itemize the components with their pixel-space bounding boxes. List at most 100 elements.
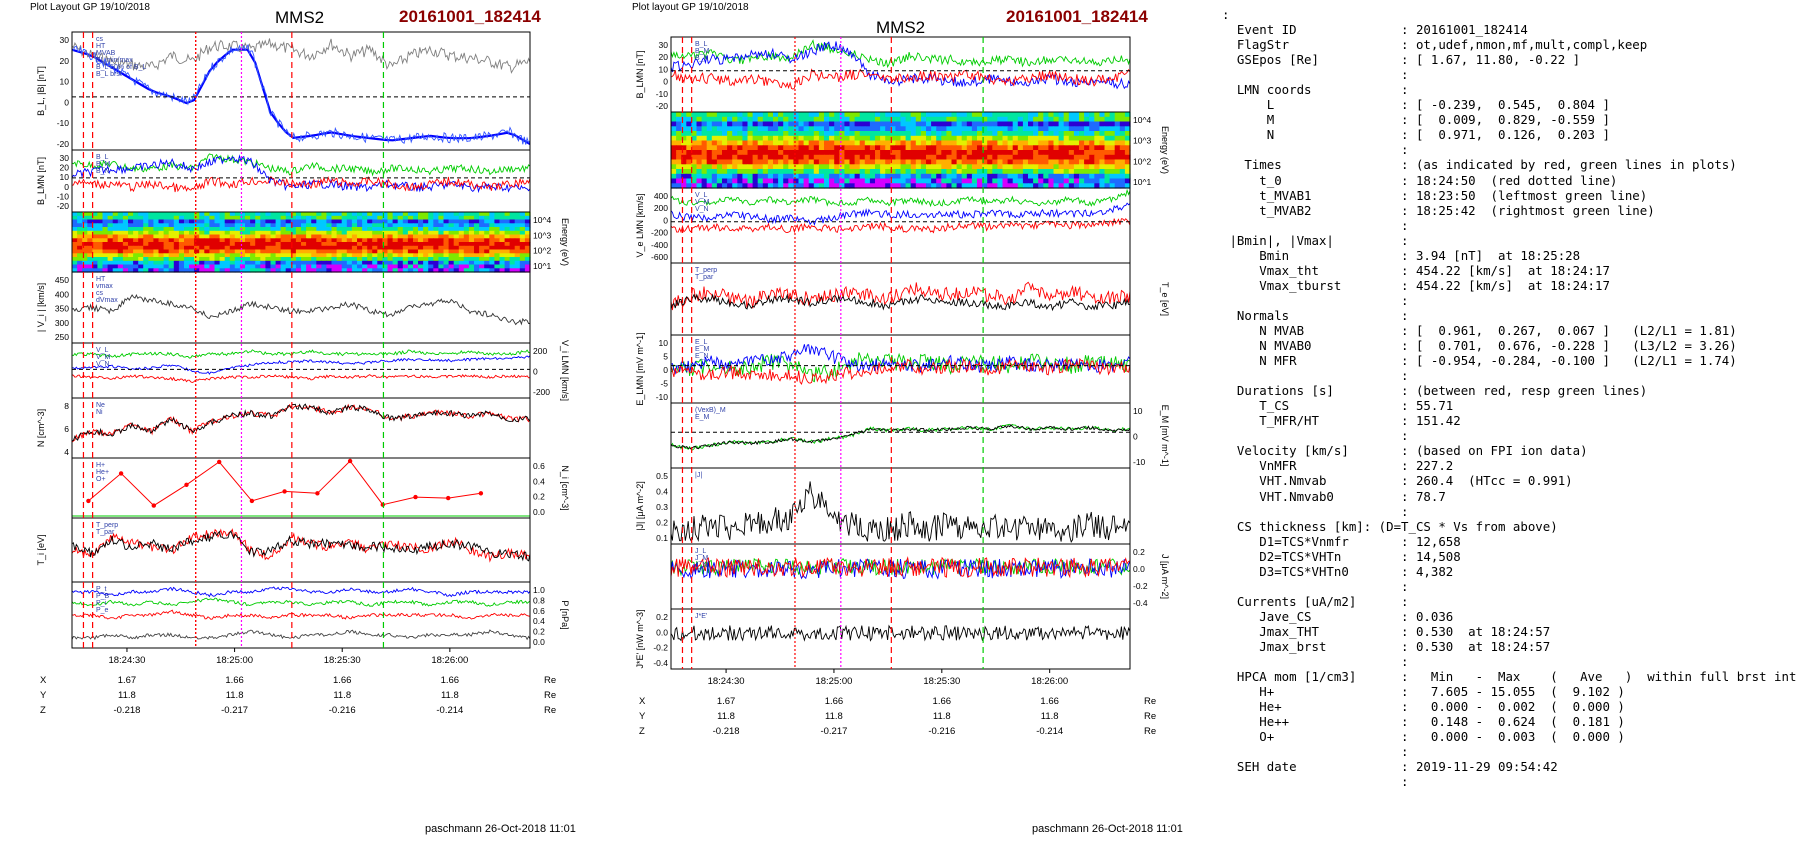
spectrogram-cell (997, 159, 1004, 165)
spectrogram-cell (895, 169, 902, 175)
spectrogram-cell (829, 135, 835, 142)
spectrogram-cell (275, 212, 282, 217)
spectrogram-cell (453, 230, 460, 236)
spectrogram-cell (778, 159, 784, 165)
spectrogram-cell (443, 257, 450, 262)
spectrogram-cell (1084, 169, 1090, 175)
spectrogram-cell (1084, 116, 1090, 123)
spectrogram-cell (275, 260, 282, 266)
spectrogram-cell (178, 249, 185, 254)
spectrogram-cell (234, 234, 241, 239)
spectrogram-cell (773, 135, 779, 142)
spectrogram-cell (1017, 145, 1024, 151)
spectrogram-cell (885, 116, 891, 123)
spectrogram-cell (1053, 131, 1060, 137)
trace-vlmn (71, 373, 531, 383)
spectrogram-cell (367, 249, 373, 254)
spectrogram-cell (199, 215, 205, 221)
spectrogram-cell (961, 150, 968, 156)
spectrogram-cell (946, 183, 953, 189)
coord-row-label: Z (639, 726, 645, 737)
spectrogram-cell (250, 249, 256, 254)
spectrogram-cell (1094, 178, 1100, 184)
spectrogram-cell (849, 159, 856, 165)
spectrogram-cell (747, 159, 754, 165)
spectrogram-cell (504, 242, 511, 247)
spectrogram-cell (936, 126, 942, 132)
spectrogram-cell (514, 242, 521, 247)
spectrogram-cell (992, 159, 998, 165)
spectrogram-cell (762, 150, 769, 156)
spectrogram-cell (1033, 154, 1039, 161)
spectrogram-cell (448, 234, 455, 239)
spectrogram-cell (499, 230, 506, 236)
spectrogram-cell (321, 245, 328, 251)
spectrogram-cell (362, 234, 368, 239)
spectrogram-cell (1017, 154, 1024, 161)
spectrogram-cell (341, 230, 348, 236)
spectrogram-cell (880, 178, 886, 184)
spectrogram-cell (509, 227, 516, 232)
spectrogram-cell (778, 173, 784, 180)
spectrogram-cell (931, 145, 937, 151)
spectrogram-cell (1119, 159, 1126, 165)
spectrogram-cell (499, 227, 506, 232)
spectrogram-cell (107, 264, 114, 269)
spectrogram-cell (392, 234, 399, 239)
spectrogram-cell (128, 260, 134, 266)
spectrogram-cell (117, 230, 124, 236)
spectrogram-cell (184, 245, 190, 251)
spectrogram-cell (875, 164, 881, 170)
spectrogram-cell (752, 121, 759, 127)
spectrogram-cell (158, 219, 165, 224)
spectrogram-cell (722, 145, 728, 151)
spectrogram-cell (265, 219, 272, 224)
spectrogram-cell (301, 223, 307, 228)
spectrogram-cell (474, 230, 480, 236)
spectrogram-cell (880, 140, 886, 146)
spectrogram-cell (448, 268, 455, 273)
spectrogram-cell (844, 131, 851, 137)
spectrogram-cell (301, 245, 307, 251)
spectrogram-cell (854, 131, 861, 137)
spectrogram-cell (387, 242, 394, 247)
spectrogram-cell (321, 230, 328, 236)
spectrogram-cell (920, 126, 927, 132)
spectrogram-cell (377, 223, 383, 228)
legend-label: H+ (96, 462, 105, 469)
spectrogram-cell (834, 169, 840, 175)
spectrogram-cell (316, 242, 322, 247)
spectrogram-cell (224, 223, 231, 228)
spectrogram-cell (128, 245, 134, 251)
spectrogram-cell (671, 154, 677, 161)
spectrogram-cell (92, 242, 99, 247)
spectrogram-cell (372, 257, 378, 262)
spectrogram-cell (834, 154, 840, 161)
spectrogram-cell (1068, 112, 1075, 118)
spectrogram-cell (204, 212, 210, 217)
spectrogram-cell (413, 227, 419, 232)
tick-label: -0.4 (653, 658, 668, 668)
spectrogram-cell (239, 268, 246, 273)
spectrogram-cell (696, 135, 703, 142)
tick-label: -10 (656, 392, 669, 402)
spectrogram-cell (367, 264, 373, 269)
spectrogram-cell (178, 268, 185, 273)
spectrogram-cell (885, 169, 891, 175)
spectrogram-cell (900, 121, 907, 127)
spectrogram-cell (956, 135, 963, 142)
spectrogram-cell (767, 159, 774, 165)
spectrogram-cell (788, 173, 794, 180)
spectrogram-cell (209, 234, 216, 239)
spectrogram-cell (275, 234, 282, 239)
spectrogram-cell (117, 257, 124, 262)
spectrogram-cell (148, 242, 154, 247)
spectrogram-cell (961, 145, 968, 151)
coord-value: 11.8 (333, 690, 351, 701)
spectrogram-cell (977, 126, 983, 132)
spectrogram-cell (367, 238, 373, 243)
spectrogram-cell (239, 215, 246, 221)
spectrogram-cell (818, 173, 825, 180)
spectrogram-cell (1099, 145, 1106, 151)
